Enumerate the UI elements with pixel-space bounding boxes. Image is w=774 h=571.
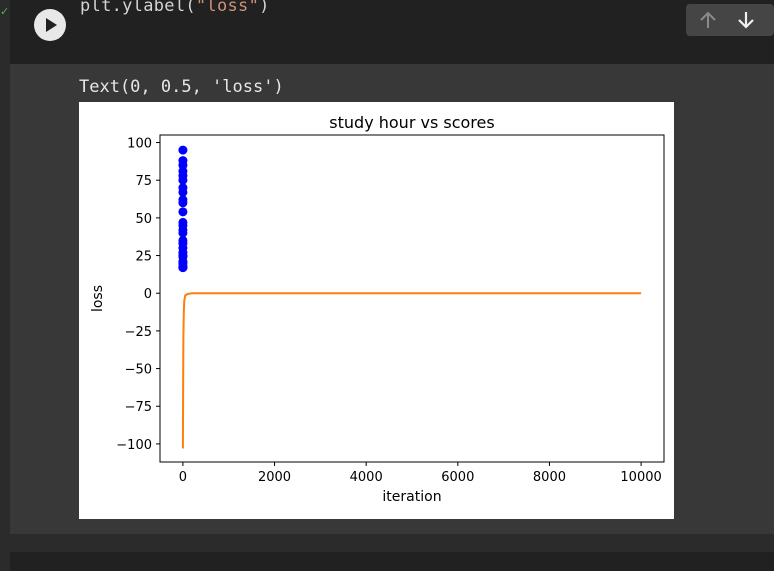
chart-title: study hour vs scores [329, 113, 494, 132]
code-cell[interactable]: plt.ylabel("loss") [10, 0, 774, 64]
x-axis-label: iteration [382, 489, 441, 505]
code-text: plt.ylabel( [80, 0, 196, 16]
cell-separator [10, 534, 774, 552]
move-cell-down-button[interactable] [728, 4, 764, 36]
move-cell-up-button[interactable] [690, 4, 726, 36]
scatter-point [178, 207, 188, 217]
scatter-point [178, 263, 188, 273]
cell-toolbar [686, 4, 774, 36]
plot-figure: 0 2000 4000 6000 8000 10000 −100 −75 −50 −25 0 25 50… [79, 102, 674, 519]
y-tick-label: −100 [116, 438, 152, 453]
y-axis-label: loss [90, 285, 106, 312]
next-cell[interactable] [10, 552, 774, 571]
y-tick-label: 100 [127, 137, 152, 152]
scatter-point [178, 175, 188, 185]
y-tick-label: 25 [135, 250, 152, 265]
y-tick-label: −75 [125, 400, 152, 415]
code-line[interactable]: plt.ylabel("loss") [80, 0, 270, 16]
scatter-point [178, 228, 188, 238]
x-tick-label: 10000 [620, 470, 661, 485]
loss-line [181, 292, 642, 449]
y-tick-label: 0 [144, 287, 152, 302]
plot-frame [159, 134, 665, 463]
x-tick-label: 0 [179, 470, 187, 485]
x-tick-label: 4000 [350, 470, 383, 485]
cell-output: Text(0, 0.5, 'loss') 0 2000 4000 6000 8000 10… [10, 64, 774, 534]
code-string-literal: "loss" [195, 0, 260, 16]
y-tick-label: −25 [125, 325, 152, 340]
code-text-suffix: ) [259, 0, 270, 16]
y-tick-label: 50 [135, 212, 152, 227]
arrow-up-icon [700, 11, 716, 28]
y-tick-label: −50 [125, 363, 152, 378]
cell-gutter: ✓ [0, 0, 10, 571]
run-cell-button[interactable] [34, 9, 66, 41]
x-tick-label: 2000 [258, 470, 291, 485]
y-tick-label: 75 [135, 174, 152, 189]
output-text: Text(0, 0.5, 'loss') [79, 77, 284, 97]
check-icon: ✓ [0, 5, 10, 18]
x-tick-label: 8000 [533, 470, 566, 485]
play-icon [46, 18, 57, 32]
chart-svg: 0 2000 4000 6000 8000 10000 −100 −75 −50 −25 0 25 50… [90, 113, 665, 505]
scatter-point [178, 198, 188, 208]
scatter-point [178, 187, 188, 197]
scatter-point [178, 145, 188, 155]
arrow-down-icon [738, 12, 754, 29]
x-tick-label: 6000 [441, 470, 474, 485]
